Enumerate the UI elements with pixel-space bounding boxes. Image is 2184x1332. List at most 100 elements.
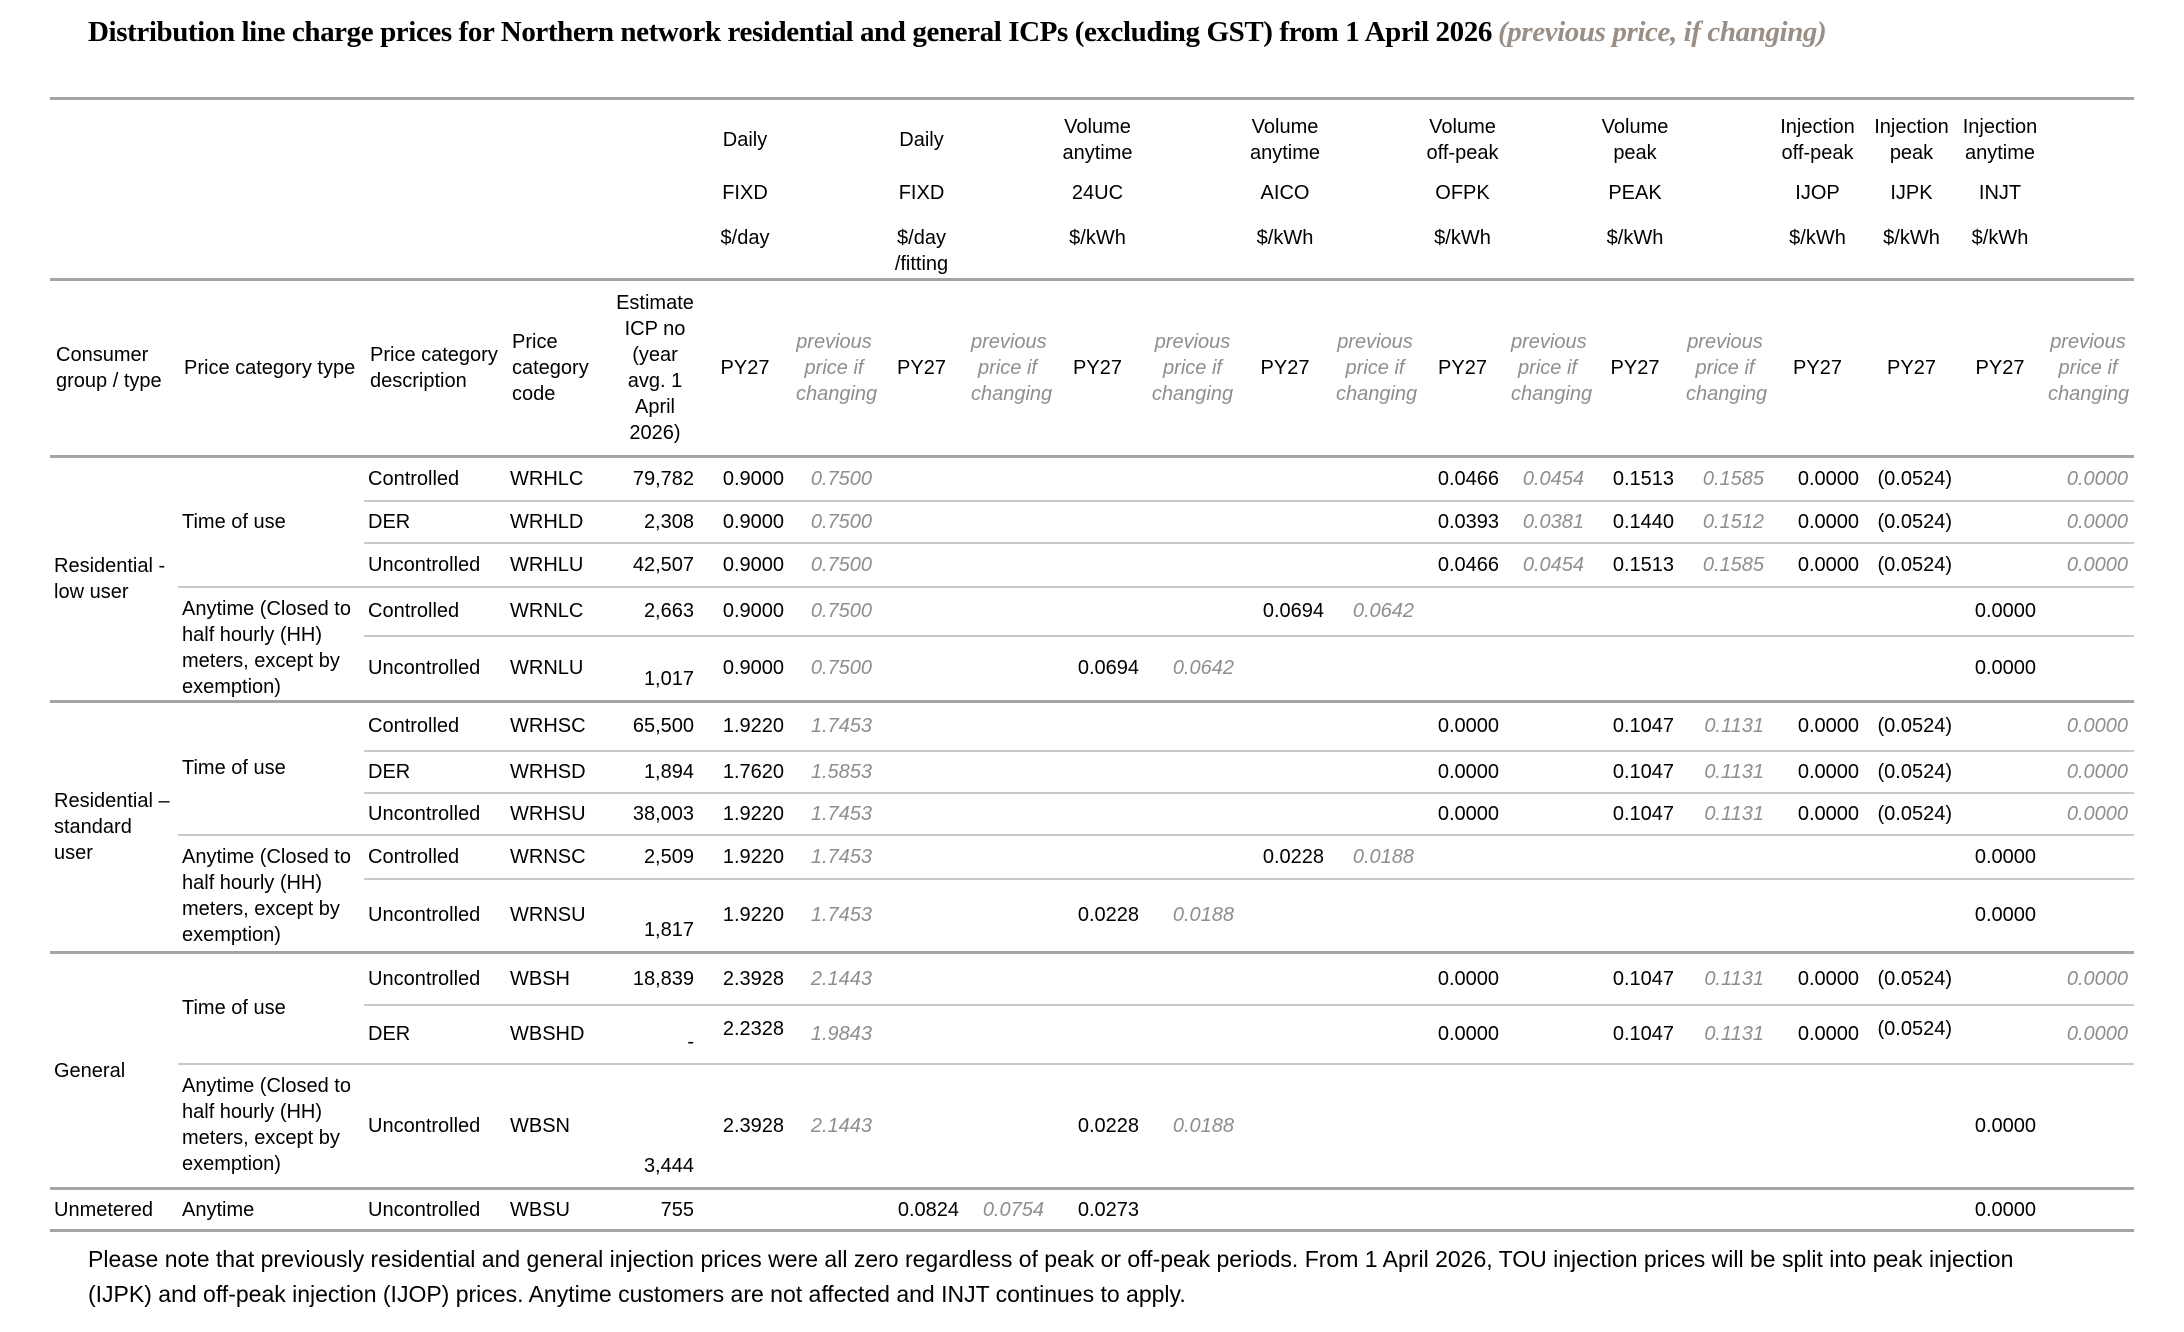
- py27-value-cell: 0.0000: [1958, 833, 2042, 879]
- py27-value-cell: 1.9220: [700, 833, 790, 879]
- icp-count-cell: 755: [610, 1187, 700, 1232]
- py27-value-cell: [1590, 634, 1680, 702]
- py27-value-cell: 0.0000: [1770, 749, 1865, 793]
- previous-value-cell: 0.1512: [1680, 499, 1770, 543]
- price-code-cell: WRHLC: [510, 467, 584, 490]
- empty-header: [364, 97, 506, 280]
- py27-value-cell: [878, 700, 965, 751]
- previous-value-cell: 0.0000: [2042, 499, 2134, 543]
- previous-value-cell: [1145, 457, 1240, 501]
- charge-group-unit: $/kWh: [1069, 227, 1126, 249]
- col-header-py27: PY27: [1590, 278, 1680, 458]
- py27-value-cell: [878, 541, 965, 587]
- py27-value-cell: 0.0000: [1770, 951, 1865, 1005]
- previous-value-cell: 0.7500: [810, 467, 872, 490]
- py27-value-cell: [878, 749, 965, 793]
- charge-group-code: FIXD: [898, 182, 945, 204]
- charge-group-label: Injection anytime: [1962, 116, 2038, 164]
- py27-value-cell: (0.0524): [1865, 499, 1958, 543]
- previous-value-cell: [1330, 1187, 1420, 1232]
- empty-header: [1330, 97, 1420, 280]
- col-header-price-category-description: Price category description: [364, 278, 506, 458]
- icp-count-cell: 65,500: [610, 700, 700, 751]
- charge-group-unit: $/kWh: [1883, 227, 1940, 249]
- col-header-previous-price: previous price if changing: [1145, 278, 1240, 458]
- price-row-wbshd: DER WBSHD - 2.2328 1.9843 0.0000 0.1047 …: [50, 1003, 2134, 1064]
- price-type-cell: Anytime (Closed to half hourly (HH) mete…: [178, 1062, 364, 1189]
- charge-group-code: IJOP: [1795, 182, 1840, 204]
- py27-value-cell: 0.0000: [1770, 1003, 1865, 1064]
- charge-group-volume-ofpk: Volume off-peak OFPK $/kWh: [1420, 97, 1505, 280]
- py27-value-cell: 0.0000: [1770, 541, 1865, 587]
- price-row-wbsn: Anytime (Closed to half hourly (HH) mete…: [50, 1062, 2134, 1189]
- previous-value-cell: [1145, 1003, 1240, 1064]
- price-desc-cell: Uncontrolled: [364, 951, 506, 1005]
- price-desc-cell: Controlled: [364, 700, 506, 751]
- previous-value-cell: [1330, 951, 1420, 1005]
- previous-value-cell: 1.7453: [790, 700, 878, 751]
- previous-value-cell: 0.0000: [2042, 951, 2134, 1005]
- previous-value-cell: [1505, 1003, 1590, 1064]
- charge-group-code: IJPK: [1890, 182, 1933, 204]
- py27-value-cell: [1050, 457, 1145, 501]
- py27-value-cell: [1240, 457, 1330, 501]
- charge-group-code: 24UC: [1071, 182, 1124, 204]
- py27-value-cell: [1240, 634, 1330, 702]
- py27-value-cell: [1590, 585, 1680, 636]
- price-row-wbsh: General Time of use Uncontrolled WBSH 18…: [50, 951, 2134, 1189]
- col-header-previous-price: previous price if changing: [1330, 278, 1420, 458]
- consumer-group-cell: Unmetered: [50, 1187, 178, 1232]
- previous-value-cell: 0.0000: [2042, 791, 2134, 835]
- py27-value-cell: 1.7620: [700, 749, 790, 793]
- previous-value-cell: [1680, 634, 1770, 702]
- previous-value-cell: 0.7500: [790, 499, 878, 543]
- py27-value-cell: 0.0694: [1240, 585, 1330, 636]
- col-header-py27: PY27: [1240, 278, 1330, 458]
- py27-value-cell: [1770, 877, 1865, 953]
- price-row-wrnsu: Uncontrolled WRNSU 1,817 1.9220 1.7453 0…: [50, 877, 2134, 953]
- col-header-previous-price: previous price if changing: [2042, 278, 2134, 458]
- py27-value-cell: [878, 634, 965, 702]
- py27-value-cell: [1865, 1187, 1958, 1232]
- py27-value-cell: 0.0000: [1420, 700, 1505, 751]
- py27-value-cell: [1865, 833, 1958, 879]
- py27-value-cell: [878, 833, 965, 879]
- previous-value-cell: 1.7453: [790, 877, 878, 953]
- previous-value-cell: [965, 700, 1050, 751]
- charge-group-label: Volume anytime: [1249, 116, 1321, 164]
- price-code-cell: WBSU: [506, 1187, 610, 1232]
- price-row-wrhld: DER WRHLD 2,308 0.9000 0.7500 0.0393 0.0…: [50, 499, 2134, 543]
- py27-value-cell: [1050, 541, 1145, 587]
- py27-value-cell: 0.1047: [1590, 951, 1680, 1005]
- col-header-py27: PY27: [1770, 278, 1865, 458]
- previous-value-cell: 0.1131: [1680, 791, 1770, 835]
- charge-type-header-row: Daily FIXD $/day Daily FIXD $/day /fitti…: [50, 97, 2134, 280]
- py27-value-cell: [1420, 877, 1505, 953]
- previous-value-cell: 0.0000: [2042, 700, 2134, 751]
- page-title-main: Distribution line charge prices for Nort…: [88, 16, 1492, 48]
- previous-value-cell: 0.1131: [1680, 951, 1770, 1005]
- py27-value-cell: [1770, 585, 1865, 636]
- py27-value-cell: [1958, 951, 2042, 1005]
- price-desc-cell: DER: [364, 749, 506, 793]
- charge-group-injection-ijop: Injection off-peak IJOP $/kWh: [1770, 97, 1865, 280]
- previous-value-cell: [1680, 585, 1770, 636]
- py27-value-cell: (0.0524): [1865, 749, 1958, 793]
- py27-value-cell: (0.0524): [1865, 951, 1958, 1005]
- py27-value-cell: [878, 585, 965, 636]
- charge-group-injection-ijpk: Injection peak IJPK $/kWh: [1865, 97, 1958, 280]
- col-header-icp-estimate: Estimate ICP no (year avg. 1 April 2026): [610, 278, 700, 458]
- previous-value-cell: [1330, 877, 1420, 953]
- price-desc-cell: Uncontrolled: [364, 1187, 506, 1232]
- charge-group-volume-aico: Volume anytime AICO $/kWh: [1240, 97, 1330, 280]
- charge-group-unit: $/kWh: [1606, 227, 1664, 249]
- py27-value-cell: 0.0228: [1050, 877, 1145, 953]
- py27-value-cell: 0.9000: [722, 467, 784, 490]
- previous-value-cell: 2.1443: [790, 951, 878, 1005]
- py27-value-cell: [1770, 634, 1865, 702]
- py27-value-cell: 0.0000: [1958, 1187, 2042, 1232]
- previous-value-cell: 0.0454: [1522, 467, 1584, 490]
- previous-value-cell: 0.1585: [1680, 541, 1770, 587]
- py27-value-cell: (0.0524): [1877, 467, 1953, 490]
- py27-value-cell: [878, 1062, 965, 1189]
